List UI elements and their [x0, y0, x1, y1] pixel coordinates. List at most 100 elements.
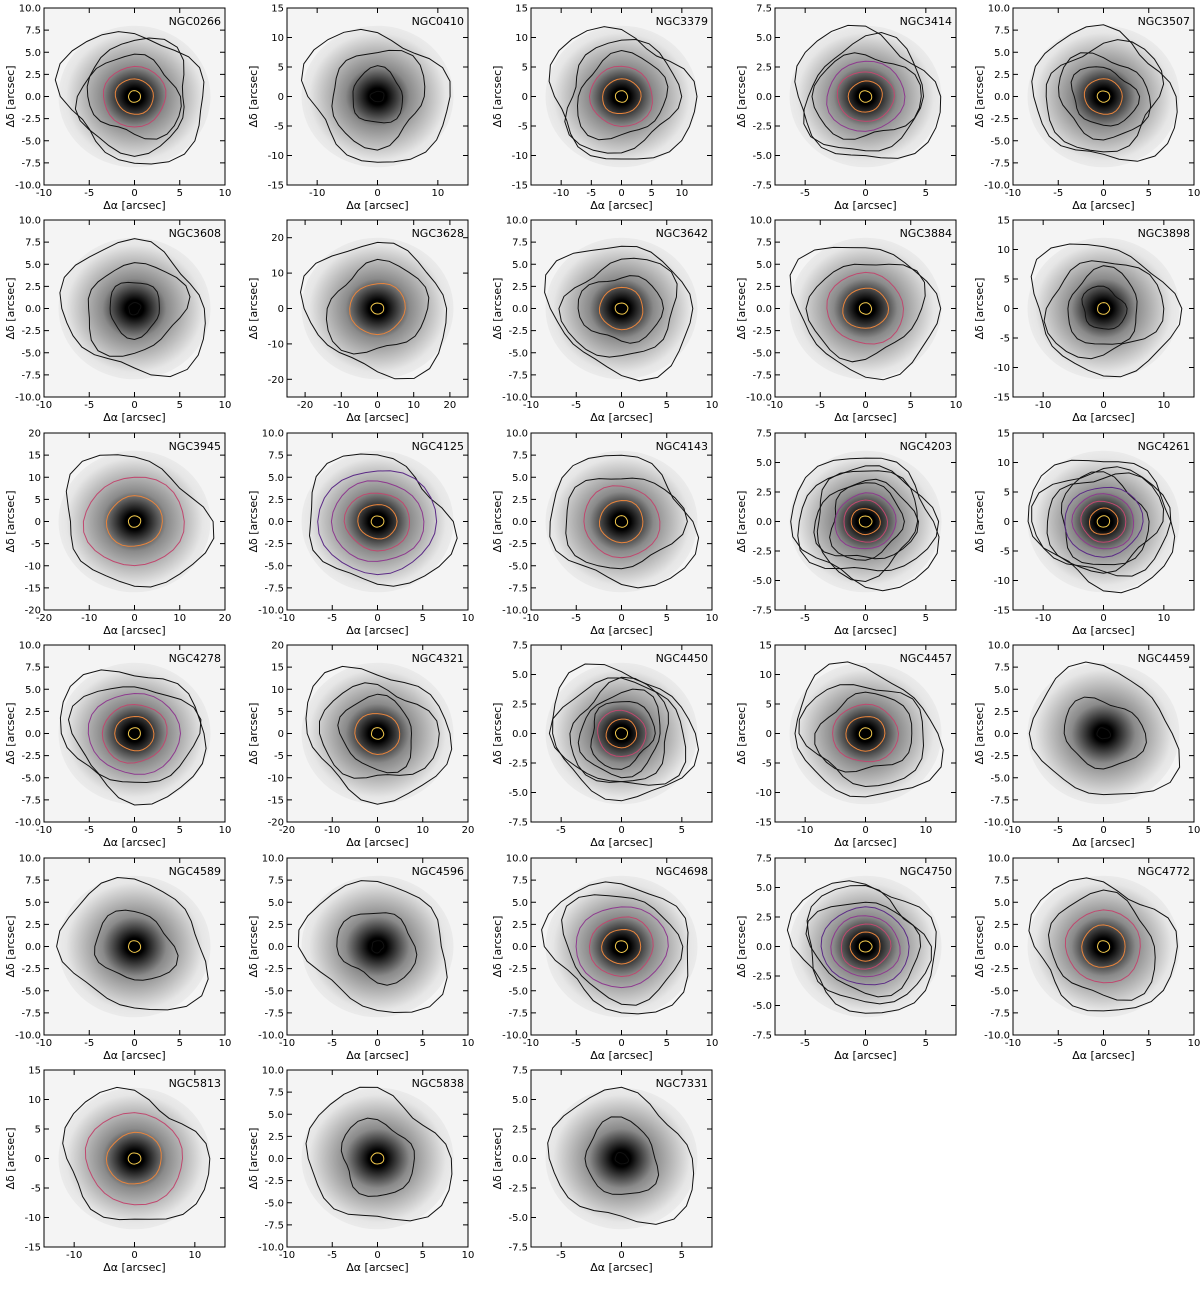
x-tick-label: -5 [815, 400, 825, 411]
x-tick-label: 0 [131, 613, 137, 624]
y-tick-label: 0.0 [994, 729, 1010, 740]
panel-ngc4698: -10 -5 0 5 10 -10.0 -7.5 -5.0 -2.5 0.0 2.5 5.0 7.5 10… [491, 854, 718, 1063]
y-tick-label: -15 [268, 795, 284, 806]
x-axis-label: Δα [arcsec] [834, 199, 896, 212]
galaxy-name: NGC4143 [656, 440, 708, 453]
contour-line [105, 495, 163, 547]
y-axis-label: Δδ [arcsec] [735, 491, 748, 553]
contour-line [790, 457, 940, 592]
contour-line [114, 78, 154, 115]
x-tick-label: -5 [800, 1038, 810, 1049]
contour-line [102, 65, 167, 128]
y-tick-label: -5.0 [508, 561, 528, 572]
y-tick-label: 5.0 [512, 1095, 528, 1106]
contour-line [330, 480, 425, 562]
x-tick-label: -5 [84, 825, 94, 836]
x-tick-label: 0 [1100, 400, 1106, 411]
y-tick-label: -5.0 [21, 986, 41, 997]
contour-line [128, 301, 142, 316]
contour-line [305, 1086, 453, 1222]
y-tick-label: -10.0 [15, 393, 41, 404]
panel-image [775, 645, 956, 822]
y-tick-label: -5.0 [264, 1198, 284, 1209]
y-tick-label: -5.0 [508, 348, 528, 359]
galaxy-name: NGC3628 [412, 227, 464, 240]
panel-image [44, 858, 225, 1035]
y-tick-label: 15 [271, 4, 284, 15]
x-axis-label: Δα [arcsec] [590, 411, 652, 424]
y-tick-label: -20 [268, 818, 284, 829]
contour-line [1096, 515, 1111, 528]
galaxy-emission [1027, 875, 1180, 1018]
y-tick-label: 15 [271, 663, 284, 674]
x-tick-label: -10 [36, 188, 52, 199]
y-tick-label: -5 [762, 759, 772, 770]
y-tick-label: 2.5 [756, 488, 772, 499]
y-tick-label: -7.5 [508, 1243, 528, 1254]
y-tick-label: -10 [268, 151, 284, 162]
galaxy-emission [545, 237, 698, 380]
y-tick-label: 2.5 [994, 70, 1010, 81]
galaxy-name: NGC3945 [169, 440, 221, 453]
x-axis-label: Δα [arcsec] [590, 836, 652, 849]
y-tick-label: 2.5 [25, 920, 41, 931]
y-tick-label: 15 [515, 4, 528, 15]
contour-line [1030, 243, 1183, 378]
contour-line [798, 684, 925, 788]
y-tick-label: 7.5 [268, 451, 284, 462]
y-axis-label: Δδ [arcsec] [247, 703, 260, 765]
galaxy-name: NGC0410 [412, 15, 464, 28]
x-axis-label: Δα [arcsec] [103, 836, 165, 849]
y-tick-label: 7.5 [512, 238, 528, 249]
y-tick-label: 0.0 [994, 942, 1010, 953]
panel-image [775, 433, 956, 610]
galaxy-emission [545, 875, 698, 1018]
galaxy-name: NGC4125 [412, 440, 464, 453]
panel-ngc3898: -10 0 10 -15 -10 -5 0 5 10 15 Δα [arcsec] Δδ [arcse… [973, 216, 1195, 424]
contour-line [601, 928, 642, 965]
x-tick-label: -5 [84, 188, 94, 199]
galaxy-emission [301, 662, 454, 805]
y-tick-label: 5.0 [25, 685, 41, 696]
galaxy-name: NGC3642 [656, 227, 708, 240]
y-tick-label: 5.0 [512, 473, 528, 484]
y-tick-label: 2.5 [25, 282, 41, 293]
x-tick-label: 5 [923, 188, 929, 199]
contour-line [813, 478, 920, 560]
galaxy-name: NGC5838 [412, 1077, 464, 1090]
y-axis-label: Δδ [arcsec] [247, 491, 260, 553]
contour-line [614, 302, 629, 315]
galaxy-name: NGC4261 [1138, 440, 1190, 453]
y-tick-label: -7.5 [21, 158, 41, 169]
y-tick-label: -2.5 [990, 114, 1010, 125]
x-tick-label: 0 [862, 188, 868, 199]
x-tick-label: 0 [618, 1038, 624, 1049]
y-axis-label: Δδ [arcsec] [491, 916, 504, 978]
x-tick-label: -20 [297, 400, 313, 411]
y-tick-label: -7.5 [990, 158, 1010, 169]
x-tick-label: 0 [618, 188, 624, 199]
y-tick-label: -7.5 [21, 370, 41, 381]
panel-image [531, 645, 712, 822]
y-tick-label: 5.0 [512, 670, 528, 681]
contour-line [576, 49, 669, 141]
y-tick-label: 2.5 [756, 913, 772, 924]
galaxy-name: NGC7331 [656, 1077, 708, 1090]
panel-image [531, 1070, 712, 1247]
y-tick-label: 5.0 [756, 458, 772, 469]
y-tick-label: 7.5 [268, 1088, 284, 1099]
x-tick-label: 10 [173, 613, 186, 624]
contour-line [794, 661, 944, 798]
x-tick-label: 5 [177, 400, 183, 411]
galaxy-emission [58, 662, 211, 805]
contour-line [1088, 507, 1119, 535]
panel-image [775, 8, 956, 185]
x-tick-label: -5 [84, 400, 94, 411]
panel-image [287, 645, 468, 822]
x-axis-label: Δα [arcsec] [103, 1261, 165, 1274]
y-tick-label: 0.0 [756, 517, 772, 528]
contour-line [564, 38, 683, 154]
y-tick-label: -2.5 [752, 326, 772, 337]
x-tick-label: 10 [219, 400, 232, 411]
x-axis-label: Δα [arcsec] [590, 624, 652, 637]
